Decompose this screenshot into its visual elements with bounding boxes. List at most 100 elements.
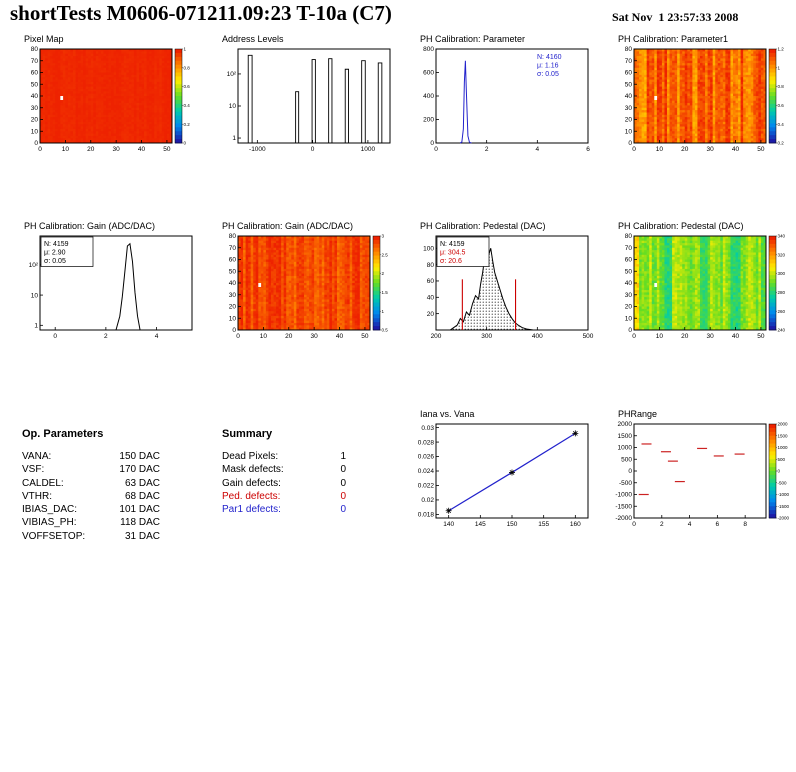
summary-row: Ped. defects: 0 [222,490,346,503]
svg-text:10²: 10² [227,71,237,78]
svg-text:80: 80 [31,46,39,53]
param-row: CALDEL: 63 DAC [22,477,160,490]
svg-text:4: 4 [536,146,540,153]
panel-address-levels: Address Levels -1000 0 1000 1 10 10² [212,33,398,159]
svg-text:20: 20 [625,117,633,124]
chart-title: Address Levels [222,34,284,44]
pixel-map-plot: 0 10 20 30 40 50 0 10 20 30 40 50 60 70 80 1 0.8 0.6 0.4 0.… [31,46,191,153]
summary-value: 0 [340,490,346,502]
summary-value: 0 [340,464,346,476]
svg-text:2: 2 [485,146,489,153]
svg-text:0.8: 0.8 [778,84,785,89]
panel-gain-map: PH Calibration: Gain (ADC/DAC) 0 10 20 30 40… [212,220,398,346]
svg-text:10²: 10² [29,262,39,269]
svg-text:N: 4160: N: 4160 [537,54,562,61]
svg-text:N: 4159: N: 4159 [44,241,69,248]
svg-text:1: 1 [778,65,781,70]
ph-parameter-plot: 0 2 4 6 0 200 400 600 800 N: 4160 μ: 1.16σ: 0.05 [423,46,590,153]
svg-text:70: 70 [625,58,633,65]
summary-label: Dead Pixels: [222,451,279,462]
svg-text:2: 2 [104,333,108,340]
summary-row: Par1 defects: 0 [222,503,346,516]
svg-text:60: 60 [625,70,633,77]
param-row: VSF: 170 DAC [22,463,160,476]
param-value: 31 DAC [124,530,160,542]
svg-text:50: 50 [31,81,39,88]
svg-text:-1000: -1000 [249,146,266,153]
summary-value: 1 [340,451,346,462]
svg-text:30: 30 [31,105,39,112]
svg-text:10: 10 [656,146,664,153]
chart-title: Iana vs. Vana [420,409,475,419]
svg-text:0: 0 [38,146,42,153]
svg-text:30: 30 [625,105,633,112]
svg-text:10: 10 [31,128,39,135]
svg-text:0.8: 0.8 [184,65,191,70]
svg-text:1.2: 1.2 [778,47,785,52]
summary-row: Dead Pixels: 1 [222,450,346,463]
chart-title: PH Calibration: Parameter1 [618,34,729,44]
svg-text:1: 1 [34,323,38,330]
panel-ph-parameter1: PH Calibration: Parameter1 0 10 20 30 40 50 0 1… [608,33,794,159]
svg-text:400: 400 [423,93,434,100]
ph-parameter1-plot: 0 10 20 30 40 50 0 10 20 30 40 50 60 70 80 1.2 1 0.8 0.6 0.… [625,46,785,153]
chart-title: PH Calibration: Gain (ADC/DAC) [24,221,156,231]
chart-title: Pixel Map [24,34,64,44]
panel-pixel-map: Pixel Map 0 10 20 30 40 50 0 10 20 30 40 50 60 70 80 1 0… [14,33,200,159]
svg-text:50: 50 [625,81,633,88]
param-label: VSF: [22,464,45,476]
summary-title: Summary [222,428,273,440]
svg-text:σ: 0.05: σ: 0.05 [537,71,559,78]
summary-value: 0 [340,477,346,489]
address-levels-plot: -1000 0 1000 1 10 10² [227,48,391,153]
svg-text:40: 40 [625,93,633,100]
param-row: IBIAS_DAC: 101 DAC [22,503,160,516]
op-parameters-block: Op. Parameters VANA: 150 DAC VSF: 170 DAC … [22,428,160,543]
svg-text:0: 0 [628,140,632,147]
svg-text:0: 0 [184,141,187,146]
panel-ped-map: PH Calibration: Pedestal (DAC) 0 10 20 30 40… [608,220,794,346]
chart-title: PHRange [618,409,658,419]
param-label: CALDEL: [22,477,64,489]
param-value: 101 DAC [119,504,160,516]
svg-text:10: 10 [229,103,237,110]
svg-text:20: 20 [87,146,95,153]
svg-text:40: 40 [31,93,39,100]
svg-text:40: 40 [138,146,146,153]
gain-hist-plot: 0 2 4 1 10 10² N: 4159 μ: 2.90σ: 0.05 [29,235,193,340]
summary-label: Mask defects: [222,464,284,476]
svg-text:60: 60 [31,70,39,77]
svg-text:600: 600 [423,70,434,77]
svg-text:4: 4 [155,333,159,340]
param-row: VTHR: 68 DAC [22,490,160,503]
svg-text:20: 20 [31,117,39,124]
param-value: 68 DAC [124,490,160,502]
svg-text:μ: 2.90: μ: 2.90 [44,250,66,257]
svg-text:70: 70 [31,58,39,65]
svg-text:20: 20 [681,146,689,153]
param-value: 170 DAC [119,464,160,476]
svg-text:50: 50 [757,146,765,153]
summary-label: Par1 defects: [222,504,281,516]
svg-text:0.2: 0.2 [184,122,191,127]
param-value: 63 DAC [124,477,160,489]
svg-text:0: 0 [34,140,38,147]
svg-text:10: 10 [625,128,633,135]
svg-text:10: 10 [62,146,70,153]
chart-title: PH Calibration: Gain (ADC/DAC) [222,221,354,231]
svg-text:30: 30 [113,146,121,153]
summary-row: Gain defects: 0 [222,477,346,490]
svg-text:1: 1 [184,47,187,52]
param-row: VANA: 150 DAC [22,450,160,463]
svg-text:μ: 1.16: μ: 1.16 [537,63,559,70]
svg-text:0: 0 [53,333,57,340]
param-label: VTHR: [22,490,52,502]
page-title: shortTests M0606-071211.09:23 T-10a (C7) [10,1,392,25]
svg-text:200: 200 [423,117,434,124]
svg-text:0.2: 0.2 [778,141,785,146]
op-parameters-title: Op. Parameters [22,428,104,440]
svg-text:6: 6 [586,146,590,153]
svg-text:30: 30 [707,146,715,153]
panel-phrange: PHRange 0 2 4 6 8 -2000 -1500 -1000 -500 0 500 1000… [608,408,794,534]
